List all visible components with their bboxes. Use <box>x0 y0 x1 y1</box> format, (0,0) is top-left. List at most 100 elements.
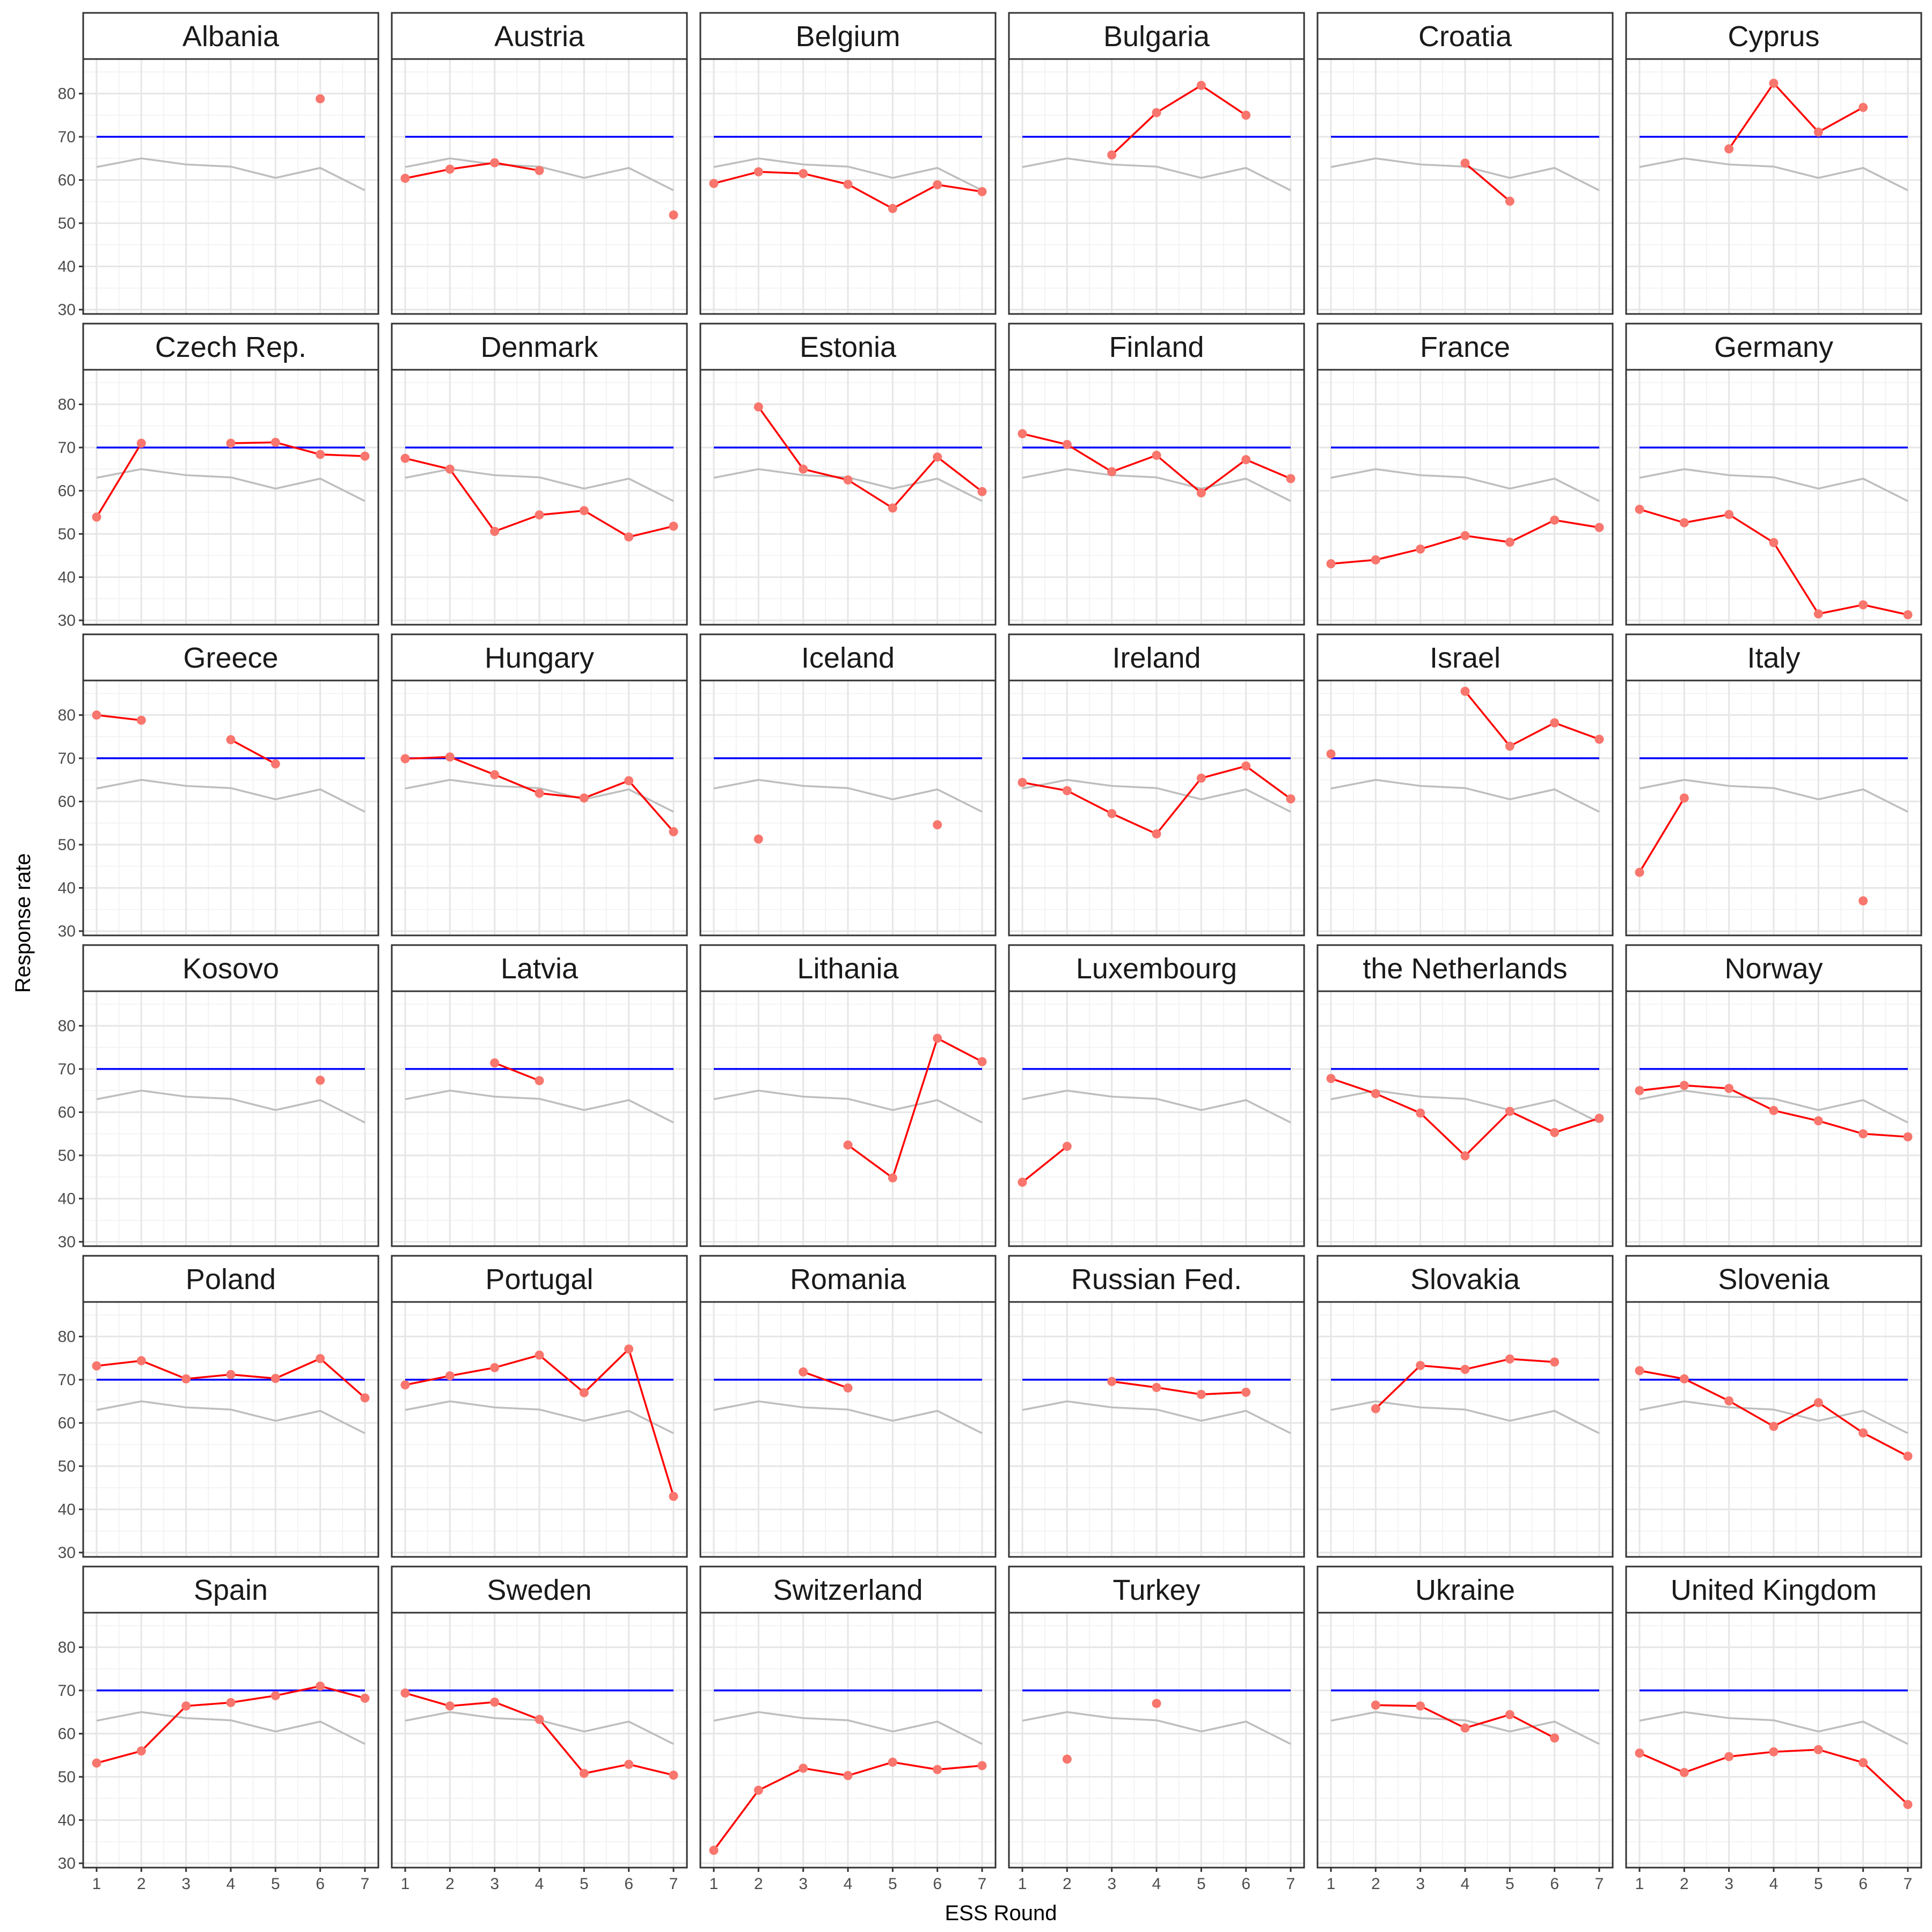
x-tick-label: 5 <box>1505 1875 1514 1893</box>
data-point <box>1724 1396 1734 1406</box>
panel-kosovo: Kosovo 30 40 50 60 70 80 <box>58 944 379 1251</box>
y-tick-label: 40 <box>58 1190 76 1208</box>
y-tick-label: 60 <box>58 1414 76 1432</box>
panel-border <box>1625 58 1922 315</box>
data-point <box>316 1681 325 1691</box>
data-point <box>1460 531 1470 540</box>
x-tick-label: 5 <box>580 1875 589 1893</box>
data-point <box>1196 488 1206 497</box>
series-line-segment <box>538 1354 585 1394</box>
series-line-segment <box>230 1694 276 1704</box>
average-line <box>713 779 983 813</box>
series-line-segment <box>494 1701 540 1721</box>
data-point <box>709 179 719 188</box>
series-line-segment <box>892 1761 938 1770</box>
data-point <box>1062 440 1072 449</box>
series-line-segment <box>1862 1762 1909 1805</box>
series-line-segment <box>320 453 365 457</box>
y-tick-label: 70 <box>58 1682 76 1700</box>
data-point <box>977 487 987 496</box>
series-line-segment <box>936 1037 983 1063</box>
data-point <box>624 1760 634 1769</box>
panel-title: Hungary <box>485 642 594 674</box>
average-line <box>713 1711 983 1745</box>
series-line-segment <box>1201 84 1247 116</box>
series-line-segment <box>1818 1119 1864 1135</box>
data-point <box>1724 144 1734 153</box>
data-point <box>1635 1748 1644 1758</box>
data-point <box>400 1380 410 1390</box>
panel-strip <box>1008 1565 1305 1614</box>
panel-strip <box>1316 12 1614 60</box>
data-point <box>270 1691 280 1701</box>
data-point <box>1679 793 1689 803</box>
panel-croatia: Croatia <box>1316 12 1614 315</box>
series-line-segment <box>450 1366 495 1377</box>
panel-title: Israel <box>1430 642 1501 674</box>
data-point <box>226 1697 236 1707</box>
average-line <box>96 1089 365 1124</box>
series-line-segment <box>713 1789 759 1851</box>
panel-border <box>82 990 379 1247</box>
panel-border <box>1008 679 1305 936</box>
data-point <box>1858 600 1868 610</box>
series-line-segment <box>494 1062 540 1082</box>
data-point <box>1241 761 1251 771</box>
data-point <box>92 513 101 522</box>
x-axis-title: ESS Round <box>945 1901 1057 1925</box>
data-point <box>1286 474 1296 484</box>
data-point <box>1903 610 1913 619</box>
panel-title: Kosovo <box>182 953 279 985</box>
panel-austria: Austria <box>391 12 688 315</box>
data-point <box>1813 1745 1823 1754</box>
series-line-segment <box>405 756 450 760</box>
data-point <box>799 1367 808 1377</box>
data-point <box>1769 1747 1779 1757</box>
average-line <box>1639 468 1908 502</box>
data-point <box>669 1491 678 1501</box>
series-line-segment <box>1773 1748 1819 1753</box>
panel-title: Luxembourg <box>1076 953 1237 985</box>
x-tick-label: 3 <box>490 1875 499 1893</box>
average-line <box>405 779 674 813</box>
series-line-segment <box>1022 781 1067 792</box>
facet-panels: Albania 30 40 50 60 70 80 Austria Belgium Bulgari… <box>58 12 1922 1893</box>
y-tick-label: 50 <box>58 525 76 543</box>
panel-title: Switzerland <box>773 1574 923 1606</box>
x-tick-label: 1 <box>709 1875 719 1893</box>
series-line-segment <box>1638 797 1685 873</box>
data-point <box>226 1370 236 1379</box>
y-tick-label: 60 <box>58 482 76 500</box>
data-point <box>1241 111 1251 120</box>
data-point <box>1326 749 1336 759</box>
data-point <box>579 793 589 803</box>
average-line <box>1639 1089 1908 1124</box>
data-point <box>933 820 942 830</box>
data-point <box>1769 538 1779 547</box>
panel-border <box>1625 990 1922 1247</box>
data-point <box>1769 1422 1779 1431</box>
panel-strip <box>1625 12 1922 60</box>
data-point <box>888 503 897 513</box>
x-tick-label: 2 <box>1063 1875 1072 1893</box>
series-line-segment <box>405 457 450 470</box>
panel-title: Italy <box>1747 642 1800 674</box>
data-point <box>888 1173 897 1183</box>
data-point <box>1550 1128 1560 1137</box>
panel-albania: Albania 30 40 50 60 70 80 <box>58 12 379 319</box>
series-line-segment <box>1773 542 1819 614</box>
series-line-segment <box>1639 1084 1685 1092</box>
panel-border <box>82 369 379 626</box>
panel-title: Greece <box>183 642 278 674</box>
panel-title: Croatia <box>1418 20 1512 53</box>
data-point <box>1594 734 1604 744</box>
data-point <box>445 1371 455 1381</box>
data-point <box>1858 103 1868 112</box>
series-line-segment <box>538 1718 585 1774</box>
data-point <box>1635 1086 1644 1095</box>
series-line-segment <box>230 738 276 765</box>
series-line-segment <box>230 441 276 444</box>
series-line-segment <box>1684 1378 1730 1402</box>
data-point <box>1635 867 1644 877</box>
